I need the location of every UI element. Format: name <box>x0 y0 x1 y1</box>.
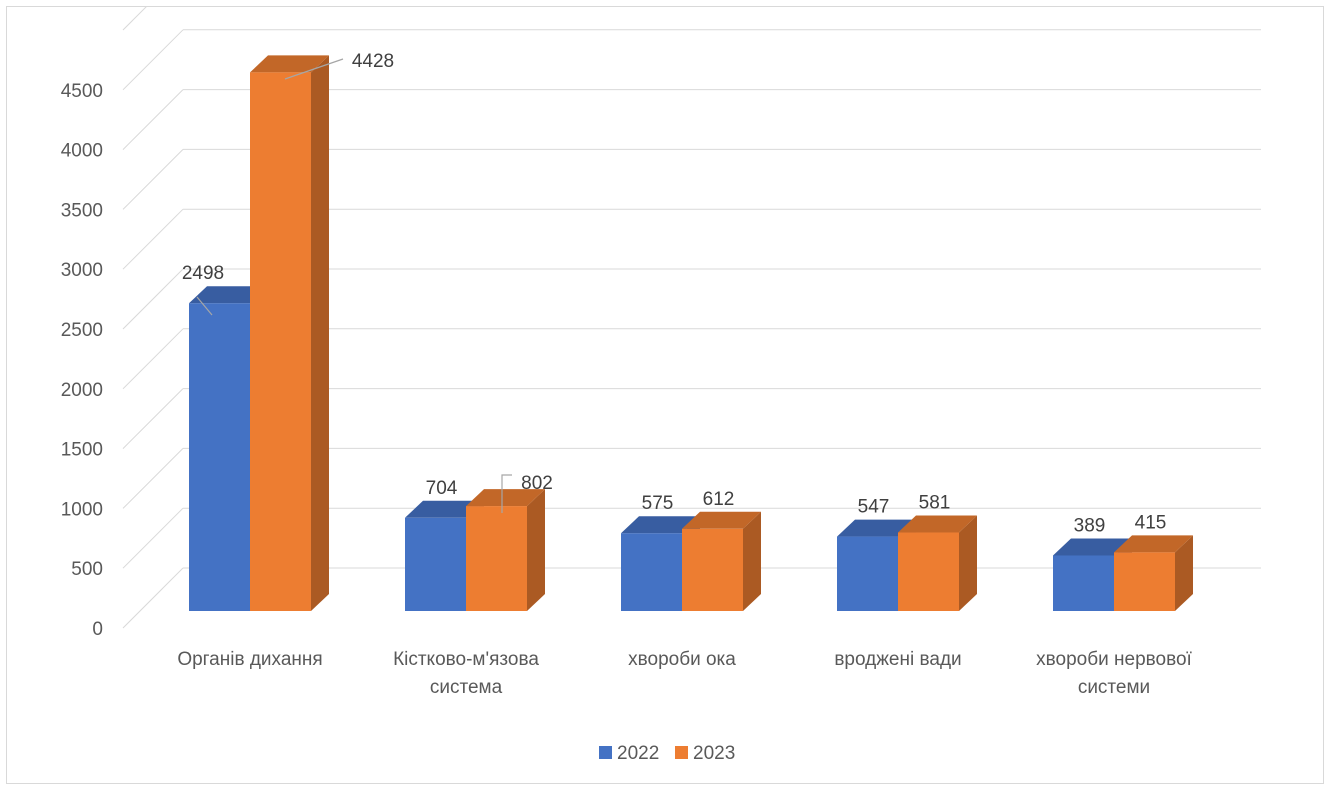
legend-swatch-2023 <box>675 746 688 759</box>
bar-front-face <box>682 528 743 611</box>
y-tick-label: 1000 <box>61 499 103 520</box>
gridline-depth <box>122 29 184 91</box>
bar-2023-1 <box>466 489 545 611</box>
x-axis-categories: Органів дихання Кістково-м'язова система хв… <box>177 649 1192 698</box>
data-label-leader-line <box>501 474 512 513</box>
bar-front-face <box>1053 555 1114 611</box>
y-axis-ticks: 0 500 1000 1500 2000 2500 3000 3500 4000 4500 <box>61 81 103 640</box>
data-label: 612 <box>703 489 735 510</box>
y-tick-label: 3500 <box>61 200 103 221</box>
y-tick-label: 500 <box>71 559 103 580</box>
data-label-leader-line <box>284 58 344 80</box>
data-label: 415 <box>1135 512 1167 533</box>
bar-top-face <box>1053 538 1132 556</box>
legend: 2022 2023 <box>599 743 735 764</box>
data-label: 704 <box>426 478 458 499</box>
bar-side-face <box>311 55 329 612</box>
y-tick-label: 0 <box>92 619 103 640</box>
bar-side-face <box>743 511 761 611</box>
gridline-depth <box>122 268 184 330</box>
bar-front-face <box>837 536 898 611</box>
gridline-depth <box>122 328 184 390</box>
bar-top-face <box>898 515 977 533</box>
data-label: 389 <box>1074 515 1106 536</box>
category-label: Кістково-м'язова <box>393 649 539 670</box>
data-label: 2498 <box>182 263 224 284</box>
legend-label: 2023 <box>693 743 735 764</box>
data-labels: 2498 704 575 547 389 4428 802 612 581 415 <box>182 51 1166 536</box>
bar-front-face <box>189 303 250 611</box>
bar-front-face <box>250 72 311 612</box>
data-label: 4428 <box>352 51 394 72</box>
bar-front-face <box>1114 552 1175 611</box>
bar-2023-2 <box>682 511 761 611</box>
bar-2023-4 <box>1114 535 1193 611</box>
bar-top-face <box>189 286 268 304</box>
y-tick-label: 4500 <box>61 81 103 102</box>
data-label: 575 <box>642 493 674 514</box>
bar-top-face <box>1114 535 1193 553</box>
bar-top-face <box>466 489 545 507</box>
bar-chart: 0 500 1000 1500 2000 2500 3000 3500 4000 4500 249… <box>61 7 1261 764</box>
data-label: 802 <box>521 473 553 494</box>
gridline-depth <box>122 89 184 150</box>
chart-area: 0 500 1000 1500 2000 2500 3000 3500 4000 4500 249… <box>6 6 1324 784</box>
bar-front-face <box>621 533 682 611</box>
gridline-depth <box>122 149 184 210</box>
gridline-depth <box>122 7 147 31</box>
gridline-depth <box>122 448 184 509</box>
y-tick-label: 3000 <box>61 260 103 281</box>
y-tick-label: 4000 <box>61 141 103 162</box>
bar-top-face <box>405 500 484 518</box>
gridline-depth <box>122 507 184 569</box>
bar-top-face <box>621 516 700 534</box>
bars <box>189 55 1193 612</box>
y-tick-label: 2000 <box>61 380 103 401</box>
bar-front-face <box>898 532 959 611</box>
bar-side-face <box>527 489 545 611</box>
gridline-depth <box>122 567 184 629</box>
bar-front-face <box>405 517 466 611</box>
bar-2023-0 <box>250 55 329 612</box>
data-label: 547 <box>858 497 890 518</box>
category-label: системи <box>1078 677 1150 698</box>
bar-top-face <box>250 55 329 73</box>
category-label: Органів дихання <box>177 649 322 670</box>
bar-side-face <box>959 515 977 611</box>
category-label: вроджені вади <box>834 649 961 670</box>
bar-top-face <box>837 519 916 537</box>
y-tick-label: 1500 <box>61 440 103 461</box>
data-label-leader-line <box>196 296 213 316</box>
y-tick-label: 2500 <box>61 320 103 341</box>
data-label: 581 <box>919 493 951 514</box>
category-label: хвороби ока <box>628 649 736 670</box>
category-label: хвороби нервової <box>1036 649 1192 670</box>
legend-label: 2022 <box>617 743 659 764</box>
bar-top-face <box>682 511 761 529</box>
gridlines <box>122 7 1261 629</box>
bar-2023-3 <box>898 515 977 611</box>
gridline-depth <box>122 388 184 449</box>
category-label: система <box>430 677 503 698</box>
bar-front-face <box>466 506 527 611</box>
legend-swatch-2022 <box>599 746 612 759</box>
bar-side-face <box>1175 535 1193 611</box>
gridline-depth <box>122 208 184 270</box>
